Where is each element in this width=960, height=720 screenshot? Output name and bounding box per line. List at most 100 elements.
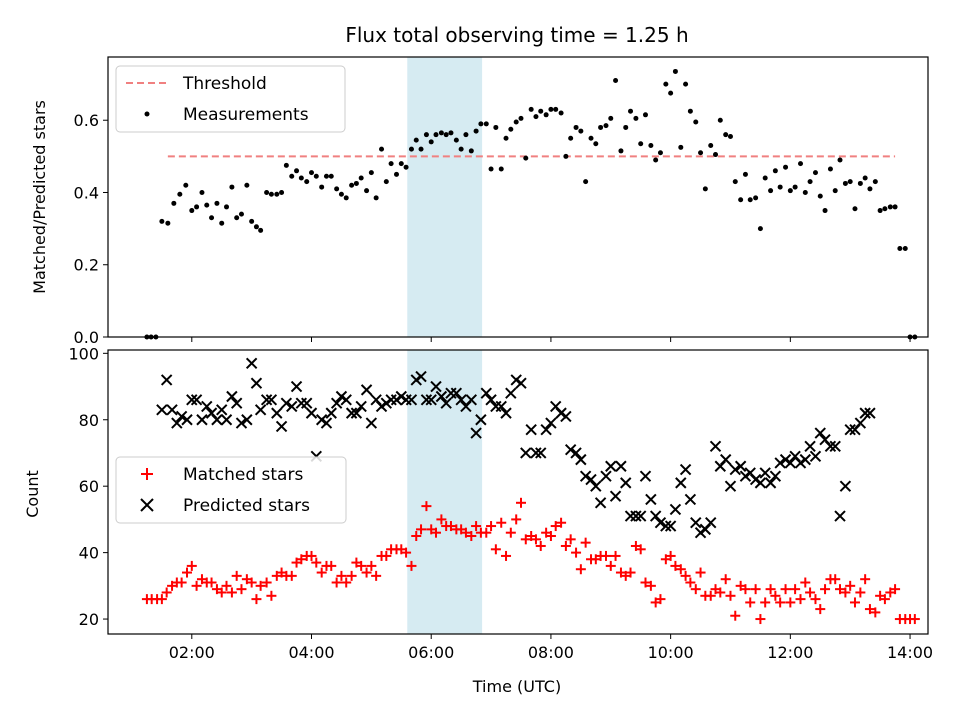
- matched-stars-point: [730, 610, 741, 621]
- predicted-stars-point: [774, 457, 786, 469]
- predicted-stars-point: [265, 394, 278, 406]
- bottom-y-tick-label: 40: [79, 544, 99, 563]
- measurement-point: [747, 197, 753, 203]
- measurement-point: [867, 186, 873, 192]
- measurement-point: [328, 173, 334, 179]
- predicted-stars-point: [395, 390, 407, 403]
- matched-stars-point: [366, 560, 377, 571]
- matched-stars-point: [401, 547, 412, 558]
- predicted-stars-point: [175, 410, 188, 423]
- top-legend: Threshold Measurements: [115, 65, 346, 133]
- matched-stars-point: [625, 567, 636, 578]
- predicted-stars-point: [500, 407, 512, 419]
- predicted-stars-point: [829, 440, 841, 453]
- matched-stars-point: [845, 580, 856, 591]
- predicted-stars-point: [226, 390, 238, 403]
- measurement-point: [798, 161, 804, 167]
- measurement-point: [757, 226, 763, 232]
- measurement-point: [802, 189, 808, 195]
- measurement-point: [783, 164, 789, 170]
- predicted-stars-point: [425, 394, 437, 406]
- bottom-y-tick-label: 20: [79, 610, 99, 629]
- predicted-stars-point: [505, 387, 517, 399]
- measurement-point: [653, 157, 659, 163]
- matched-stars-point: [765, 584, 776, 595]
- matched-stars-point: [755, 614, 766, 625]
- matched-stars-point: [306, 550, 317, 561]
- measurement-point: [772, 168, 778, 174]
- measurement-point: [777, 184, 783, 190]
- predicted-stars-point: [360, 384, 373, 396]
- matched-stars-point: [381, 550, 392, 561]
- matched-stars-point: [251, 594, 262, 605]
- predicted-stars-point: [335, 390, 348, 403]
- matched-stars-point: [331, 577, 342, 588]
- matched-stars-point: [520, 534, 531, 545]
- matched-stars-point: [261, 577, 272, 588]
- predicted-stars-point: [254, 404, 267, 416]
- matched-stars-point: [565, 534, 576, 545]
- bottom-x-tick-label: 12:00: [767, 643, 813, 662]
- measurement-point: [628, 108, 634, 114]
- matched-stars-point: [266, 590, 277, 601]
- matched-stars-point: [341, 577, 352, 588]
- measurement-point: [323, 173, 329, 179]
- top-chart-title: Flux total observing time = 1.25 h: [345, 23, 688, 47]
- measurement-point: [678, 144, 684, 150]
- matched-stars-point: [695, 567, 706, 578]
- measurement-point: [807, 179, 813, 185]
- predicted-stars-point: [465, 394, 478, 406]
- matched-stars-point: [665, 550, 676, 561]
- measurement-point: [648, 143, 654, 149]
- matched-stars-point: [870, 607, 881, 618]
- matched-stars-point: [186, 560, 197, 571]
- measurement-point: [857, 180, 863, 186]
- matched-stars-point: [515, 497, 526, 508]
- matched-stars-point: [316, 567, 327, 578]
- predicted-stars-point: [355, 400, 367, 413]
- predicted-stars-point: [649, 510, 662, 522]
- measurement-point: [623, 124, 629, 130]
- measurement-point: [573, 124, 579, 130]
- predicted-stars-point: [645, 493, 657, 506]
- measurement-point: [433, 132, 439, 138]
- predicted-stars-point: [235, 417, 248, 429]
- measurement-point: [478, 121, 484, 127]
- predicted-stars-point: [600, 470, 612, 482]
- matched-stars-point: [750, 584, 761, 595]
- matched-stars-point: [760, 597, 771, 608]
- matched-stars-point: [655, 594, 666, 605]
- predicted-stars-point: [545, 417, 557, 429]
- measurement-point: [717, 117, 723, 123]
- bottom-x-tick-label: 14:00: [887, 643, 933, 662]
- measurements-legend-marker: [144, 111, 150, 117]
- matched-stars-point: [715, 587, 726, 598]
- measurement-point: [693, 119, 699, 125]
- measurement-point: [204, 202, 210, 208]
- measurement-point: [608, 115, 614, 121]
- measurement-point: [548, 106, 554, 112]
- measurement-point: [219, 220, 225, 226]
- measurement-point: [298, 175, 304, 181]
- predicted-stars-point: [166, 404, 178, 416]
- matched-stars-point: [635, 544, 646, 555]
- measurement-point: [334, 186, 340, 192]
- predicted-stars-point: [749, 473, 762, 486]
- predicted-stars-point: [839, 480, 852, 492]
- matched-stars-point: [820, 584, 831, 595]
- measurement-point: [583, 179, 589, 185]
- matched-stars-point: [255, 580, 266, 591]
- bottom-y-axis-label: Count: [23, 470, 42, 518]
- matched-stars-point: [356, 560, 367, 571]
- predicted-stars-point: [809, 450, 822, 462]
- matched-stars-point: [645, 580, 656, 591]
- measurement-point: [274, 191, 280, 197]
- predicted-stars-point: [430, 380, 442, 393]
- measurement-point: [862, 175, 868, 181]
- measurement-point: [663, 81, 669, 87]
- predicted-stars-point: [794, 457, 807, 469]
- predicted-stars-point: [520, 447, 532, 459]
- measurement-point: [837, 157, 843, 163]
- measurement-point: [413, 137, 419, 143]
